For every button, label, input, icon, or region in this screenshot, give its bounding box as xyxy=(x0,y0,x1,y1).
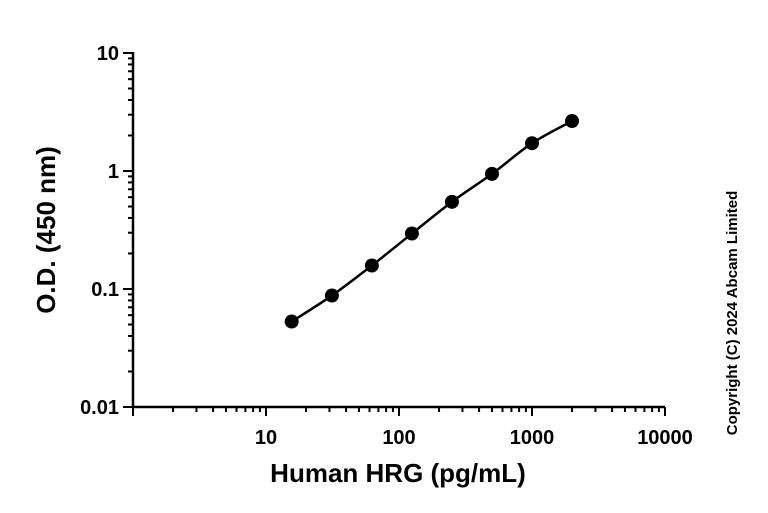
x-axis-title: Human HRG (pg/mL) xyxy=(270,458,526,488)
ticks xyxy=(123,52,666,416)
x-tick-label: 1000 xyxy=(510,427,555,449)
y-axis-title: O.D. (450 nm) xyxy=(31,146,61,314)
data-point xyxy=(444,194,459,209)
y-tick-label: 10 xyxy=(97,43,119,65)
data-points xyxy=(284,114,580,329)
tick-labels: 10 100 1000 10000 0.01 0.1 1 10 xyxy=(80,43,693,449)
x-tick-label: 100 xyxy=(382,427,415,449)
x-tick-label: 10000 xyxy=(637,427,693,449)
data-point xyxy=(565,114,580,129)
data-point xyxy=(324,288,339,303)
data-point xyxy=(284,314,299,329)
y-tick-label: 0.01 xyxy=(80,397,119,419)
data-point xyxy=(525,136,539,151)
y-tick-label: 0.1 xyxy=(91,279,119,301)
y-tick-label: 1 xyxy=(108,161,119,183)
axes xyxy=(131,52,665,409)
data-point xyxy=(364,258,379,273)
x-tick-label: 10 xyxy=(255,427,277,449)
copyright-text: Copyright (C) 2024 Abcam Limited xyxy=(724,191,741,435)
data-point xyxy=(404,226,419,241)
data-point xyxy=(484,166,499,181)
